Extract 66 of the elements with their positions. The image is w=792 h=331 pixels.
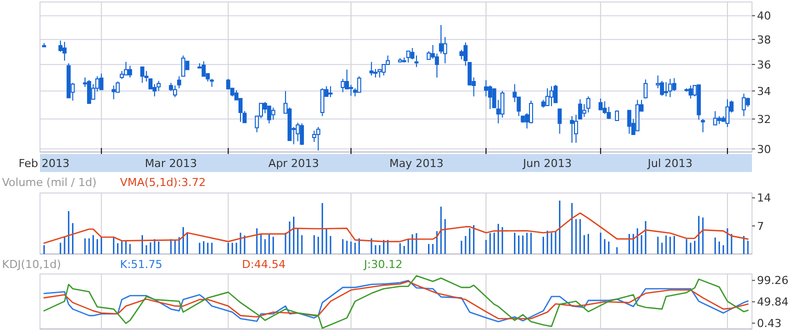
candlestick [700,118,705,133]
candlestick [369,61,374,76]
candlestick [128,65,132,78]
candlestick [173,85,178,98]
y-tick-label: 99.26 [757,274,788,288]
candlestick [320,88,324,117]
candlestick [300,122,304,146]
candlestick [614,110,619,121]
chart-title: Volume (mil / 1d) [2,176,96,189]
text: D:44.54 [242,258,286,271]
x-tick-label: Jun 2013 [522,157,572,170]
candlestick [398,58,402,64]
candlestick [124,61,128,76]
x-tick-label: Jul 2013 [646,157,693,170]
candlestick [586,96,590,114]
chart-title: KDJ(10,1d) [2,258,61,271]
x-tick-label: May 2013 [389,157,444,170]
candlestick [357,76,362,93]
candlestick [66,62,71,98]
y-tick-label: 7 [757,220,764,233]
x-tick-label: Apr 2013 [268,157,319,170]
candlestick [62,41,67,62]
candlestick [492,88,496,109]
candlestick [549,86,554,107]
candlestick [545,88,550,107]
candlestick [644,79,648,99]
candlestick [558,108,562,134]
line-series [43,275,749,329]
line-series [43,212,749,244]
candlestick [112,85,116,100]
candlestick [99,73,104,90]
candlestick [742,93,746,117]
candlestick [725,98,730,128]
candlestick [554,84,558,104]
candlestick [406,50,410,64]
y-tick-label: 0.43 [757,317,782,330]
candlestick [316,126,320,151]
candlestick [713,110,718,126]
y-tick-label: 38 [757,33,771,46]
candlestick [87,80,92,104]
y-tick-label: 34 [757,84,771,98]
candlestick [328,86,333,98]
x-tick-label: Mar 2013 [144,157,198,170]
y-tick-label: 14 [757,192,771,205]
candlestick [668,78,672,98]
candlestick [42,42,46,48]
text: VMA(5,1d):3.72 [120,176,206,189]
y-tick-label: 40 [757,10,771,23]
candlestick [140,66,144,84]
candlestick [267,106,272,124]
candlestick [271,107,276,120]
candlestick [296,122,300,142]
text: K:51.75 [120,258,162,271]
candlestick [598,98,603,110]
y-tick-label: 36 [757,58,771,72]
candlestick [696,84,701,120]
y-tick-label: 30 [757,142,771,156]
candlestick [664,82,668,97]
y-tick-label: 32 [757,112,771,126]
x-tick-label: Feb 2013 [18,157,70,170]
y-tick-label: 49.84 [757,296,788,309]
candlestick [635,99,640,132]
candlestick [627,110,632,134]
candlestick [570,116,574,144]
candlestick [688,85,693,99]
series-label: J:30.12 [363,258,402,271]
